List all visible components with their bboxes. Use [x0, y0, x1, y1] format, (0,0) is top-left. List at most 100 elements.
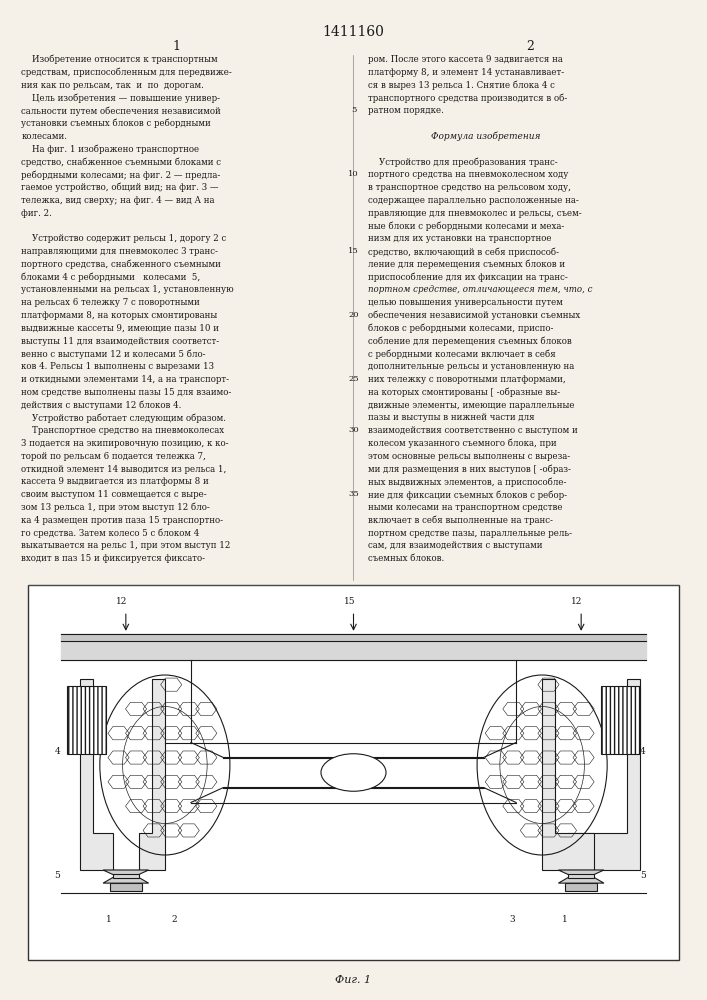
Text: установки съемных блоков с ребордными: установки съемных блоков с ребордными [21, 119, 211, 128]
Text: движные элементы, имеющие параллельные: движные элементы, имеющие параллельные [368, 401, 574, 410]
Text: сам, для взаимодействия с выступами: сам, для взаимодействия с выступами [368, 541, 542, 550]
Text: го средства. Затем колесо 5 с блоком 4: го средства. Затем колесо 5 с блоком 4 [21, 529, 199, 538]
Text: них тележку с поворотными платформами,: них тележку с поворотными платформами, [368, 375, 566, 384]
Text: блоками 4 с ребордными   колесами  5,: блоками 4 с ребордными колесами 5, [21, 273, 201, 282]
Text: Устройство для преобразования транс-: Устройство для преобразования транс- [368, 157, 557, 167]
Text: входит в паз 15 и фиксируется фиксато-: входит в паз 15 и фиксируется фиксато- [21, 554, 205, 563]
Text: Формула изобретения: Формула изобретения [431, 132, 541, 141]
Polygon shape [542, 679, 594, 870]
Text: 10: 10 [348, 170, 359, 178]
Text: блоков с ребордными колесами, приспо-: блоков с ребордными колесами, приспо- [368, 324, 553, 333]
Text: на рельсах 6 тележку 7 с поворотными: на рельсах 6 тележку 7 с поворотными [21, 298, 200, 307]
Text: 15: 15 [348, 247, 359, 255]
Polygon shape [568, 679, 640, 870]
Text: Устройство работает следующим образом.: Устройство работает следующим образом. [21, 413, 226, 423]
Text: взаимодействия соответственно с выступом и: взаимодействия соответственно с выступом… [368, 426, 578, 435]
Text: 15: 15 [344, 597, 356, 606]
Text: 5: 5 [351, 106, 356, 114]
Text: 3 подается на экипировочную позицию, к ко-: 3 подается на экипировочную позицию, к к… [21, 439, 228, 448]
Text: портном средстве пазы, параллельные рель-: портном средстве пазы, параллельные рель… [368, 529, 572, 538]
Ellipse shape [321, 754, 386, 791]
Text: ном средстве выполнены пазы 15 для взаимо-: ном средстве выполнены пазы 15 для взаим… [21, 388, 231, 397]
Text: 30: 30 [348, 426, 359, 434]
Text: зом 13 рельса 1, при этом выступ 12 бло-: зом 13 рельса 1, при этом выступ 12 бло- [21, 503, 210, 513]
Text: 5: 5 [54, 870, 60, 880]
Text: ром. После этого кассета 9 задвигается на: ром. После этого кассета 9 задвигается н… [368, 55, 563, 64]
Text: платформу 8, и элемент 14 устанавливает-: платформу 8, и элемент 14 устанавливает- [368, 68, 563, 77]
Text: приспособление для их фиксации на транс-: приспособление для их фиксации на транс- [368, 273, 568, 282]
Text: сальности путем обеспечения независимой: сальности путем обеспечения независимой [21, 106, 221, 116]
Text: колесом указанного съемного блока, при: колесом указанного съемного блока, при [368, 439, 556, 448]
Text: 2: 2 [171, 916, 177, 924]
Text: кассета 9 выдвигается из платформы 8 и: кассета 9 выдвигается из платформы 8 и [21, 477, 209, 486]
Text: На фиг. 1 изображено транспортное: На фиг. 1 изображено транспортное [21, 145, 199, 154]
Text: дополнительные рельсы и установленную на: дополнительные рельсы и установленную на [368, 362, 574, 371]
Text: 1: 1 [106, 916, 112, 924]
Text: Фиг. 1: Фиг. 1 [335, 975, 372, 985]
Polygon shape [103, 870, 148, 874]
Text: ми для размещения в них выступов [ -образ-: ми для размещения в них выступов [ -обра… [368, 465, 571, 474]
Text: портного средства, снабженного съемными: портного средства, снабженного съемными [21, 260, 221, 269]
Text: ратном порядке.: ратном порядке. [368, 106, 443, 115]
Text: действия с выступами 12 блоков 4.: действия с выступами 12 блоков 4. [21, 401, 182, 410]
Text: установленными на рельсах 1, установленную: установленными на рельсах 1, установленн… [21, 285, 234, 294]
Text: 20: 20 [349, 311, 358, 319]
Text: в транспортное средство на рельсовом ходу,: в транспортное средство на рельсовом ход… [368, 183, 571, 192]
Text: ния как по рельсам, так  и  по  дорогам.: ния как по рельсам, так и по дорогам. [21, 81, 204, 90]
Text: ние для фиксации съемных блоков с ребор-: ние для фиксации съемных блоков с ребор- [368, 490, 566, 500]
Text: портного средства на пневмоколесном ходу: портного средства на пневмоколесном ходу [368, 170, 568, 179]
Text: средство, включающий в себя приспособ-: средство, включающий в себя приспособ- [368, 247, 559, 257]
Text: гаемое устройство, общий вид; на фиг. 3 —: гаемое устройство, общий вид; на фиг. 3 … [21, 183, 218, 192]
Text: и откидными элементами 14, а на транспорт-: и откидными элементами 14, а на транспор… [21, 375, 229, 384]
Text: на которых смонтированы [ -образные вы-: на которых смонтированы [ -образные вы- [368, 388, 560, 397]
Text: 12: 12 [116, 597, 127, 606]
Polygon shape [113, 870, 139, 878]
Text: торой по рельсам 6 подается тележка 7,: торой по рельсам 6 подается тележка 7, [21, 452, 206, 461]
Text: 3: 3 [510, 916, 515, 924]
Text: выступы 11 для взаимодействия соответст-: выступы 11 для взаимодействия соответст- [21, 337, 219, 346]
Text: содержащее параллельно расположенные на-: содержащее параллельно расположенные на- [368, 196, 578, 205]
Polygon shape [103, 878, 148, 883]
Polygon shape [81, 679, 113, 870]
Text: 1411160: 1411160 [322, 25, 385, 39]
Text: Транспортное средство на пневмоколесах: Транспортное средство на пневмоколесах [21, 426, 224, 435]
Text: 12: 12 [571, 597, 583, 606]
Text: целью повышения универсальности путем: целью повышения универсальности путем [368, 298, 563, 307]
Text: ся в вырез 13 рельса 1. Снятие блока 4 с: ся в вырез 13 рельса 1. Снятие блока 4 с [368, 81, 554, 90]
Text: венно с выступами 12 и колесами 5 бло-: венно с выступами 12 и колесами 5 бло- [21, 349, 206, 359]
Text: обеспечения независимой установки съемных: обеспечения независимой установки съемны… [368, 311, 580, 320]
Text: с ребордными колесами включает в себя: с ребордными колесами включает в себя [368, 349, 556, 359]
Text: правляющие для пневмоколес и рельсы, съем-: правляющие для пневмоколес и рельсы, съе… [368, 209, 581, 218]
Text: собление для перемещения съемных блоков: собление для перемещения съемных блоков [368, 337, 571, 346]
Text: 4: 4 [54, 747, 60, 756]
Text: направляющими для пневмоколес 3 транс-: направляющими для пневмоколес 3 транс- [21, 247, 218, 256]
FancyBboxPatch shape [28, 585, 679, 960]
Text: средство, снабженное съемными блоками с: средство, снабженное съемными блоками с [21, 157, 221, 167]
Text: ных выдвижных элементов, а приспособле-: ных выдвижных элементов, а приспособле- [368, 477, 566, 487]
Text: 4: 4 [640, 747, 645, 756]
Bar [67, 686, 106, 754]
Text: колесами.: колесами. [21, 132, 67, 141]
Polygon shape [139, 679, 165, 870]
Text: ков 4. Рельсы 1 выполнены с вырезами 13: ков 4. Рельсы 1 выполнены с вырезами 13 [21, 362, 214, 371]
Polygon shape [559, 878, 604, 883]
Text: средствам, приспособленным для передвиже-: средствам, приспособленным для передвиже… [21, 68, 232, 77]
Text: портном средстве, отличающееся тем, что, с: портном средстве, отличающееся тем, что,… [368, 285, 592, 294]
Text: съемных блоков.: съемных блоков. [368, 554, 444, 563]
Text: ребордными колесами; на фиг. 2 — предла-: ребордными колесами; на фиг. 2 — предла- [21, 170, 221, 180]
Text: ка 4 размещен против паза 15 транспортно-: ка 4 размещен против паза 15 транспортно… [21, 516, 223, 525]
Text: пазы и выступы в нижней части для: пазы и выступы в нижней части для [368, 413, 534, 422]
Text: Цель изобретения — повышение универ-: Цель изобретения — повышение универ- [21, 93, 220, 103]
Text: 2: 2 [526, 40, 534, 53]
Text: 5: 5 [640, 870, 645, 880]
Text: этом основные рельсы выполнены с выреза-: этом основные рельсы выполнены с выреза- [368, 452, 570, 461]
Bar [601, 686, 640, 754]
Text: Изобретение относится к транспортным: Изобретение относится к транспортным [21, 55, 218, 64]
Text: включает в себя выполненные на транс-: включает в себя выполненные на транс- [368, 516, 552, 525]
Polygon shape [565, 883, 597, 891]
Text: выдвижные кассеты 9, имеющие пазы 10 и: выдвижные кассеты 9, имеющие пазы 10 и [21, 324, 219, 333]
Text: фиг. 2.: фиг. 2. [21, 209, 52, 218]
Polygon shape [568, 870, 594, 878]
Text: ные блоки с ребордными колесами и меха-: ные блоки с ребордными колесами и меха- [368, 221, 564, 231]
Text: 25: 25 [348, 375, 359, 383]
